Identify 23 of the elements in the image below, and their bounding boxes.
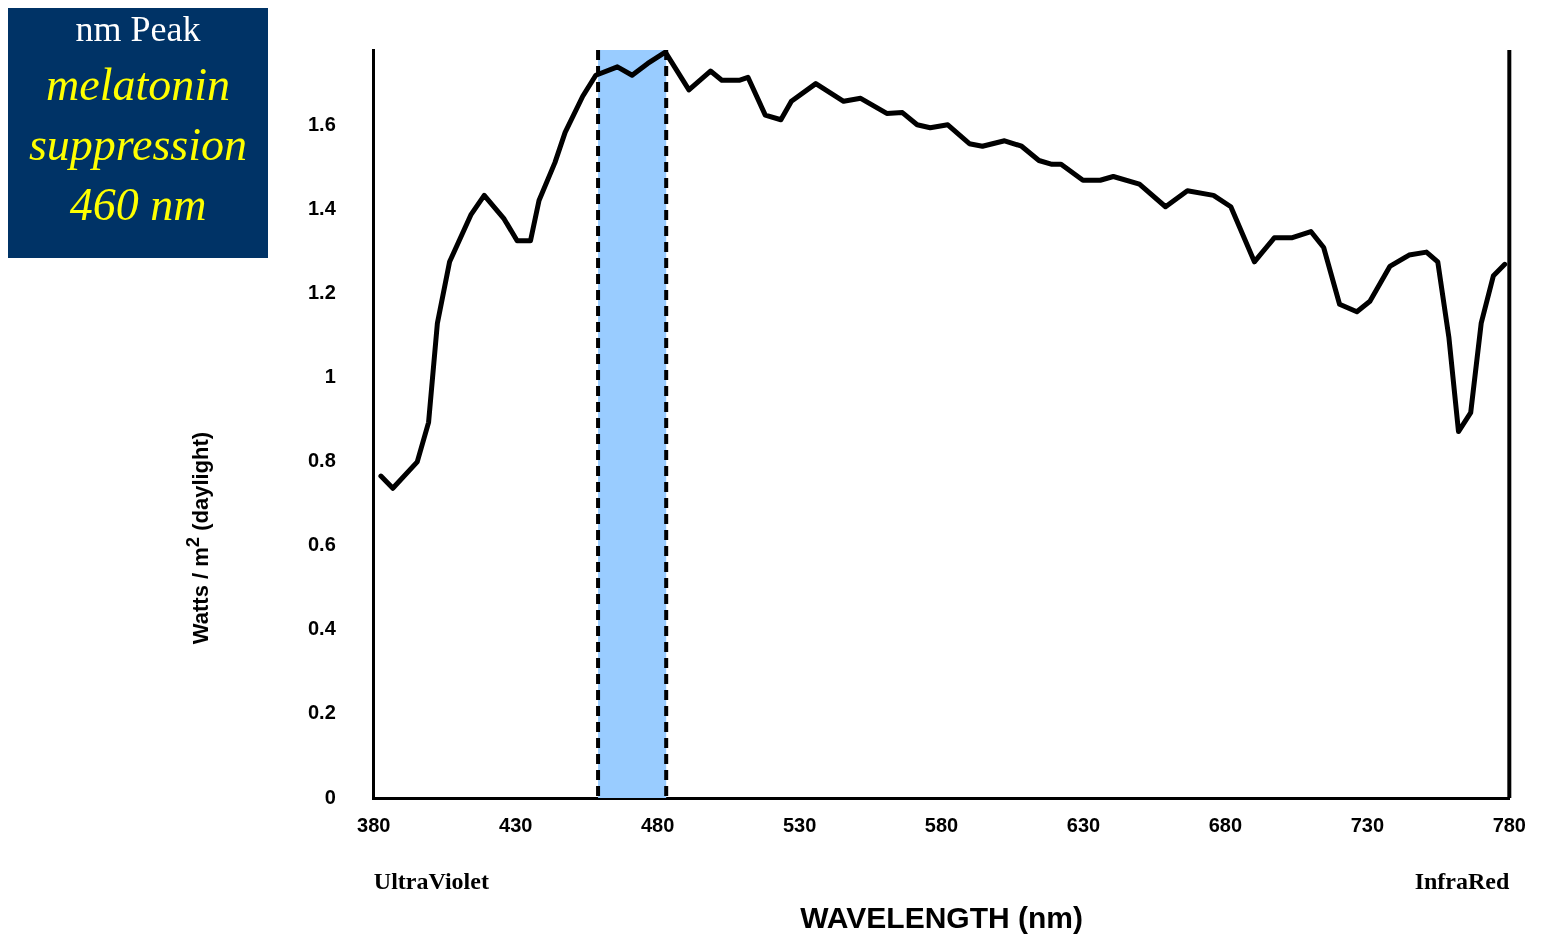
text: melatonin suppression 460 nm bbox=[28, 59, 248, 231]
y-tick-label: 1.6 bbox=[307, 113, 336, 136]
y-tick-label: 1.2 bbox=[307, 281, 336, 304]
x-tick-label: 530 bbox=[782, 813, 817, 836]
x-tick-label: 380 bbox=[357, 813, 391, 836]
x-tick-label: 780 bbox=[1492, 813, 1526, 836]
y-tick-label: 0.8 bbox=[307, 449, 336, 472]
x-tick-label: 580 bbox=[924, 813, 959, 836]
x-tick-label: 730 bbox=[1350, 813, 1385, 836]
y-tick-label: 1 bbox=[324, 365, 336, 388]
y-tick-label: 1.4 bbox=[307, 197, 337, 220]
y-tick-label: 0 bbox=[324, 785, 336, 808]
x-tick-label: 480 bbox=[640, 813, 675, 836]
y-tick-label: 0.6 bbox=[307, 533, 336, 556]
x-tick-label: 430 bbox=[499, 813, 533, 836]
text: InfraRed bbox=[1414, 868, 1510, 895]
y-tick-label: 0.2 bbox=[307, 701, 336, 724]
x-tick-label: 680 bbox=[1208, 813, 1243, 836]
text: nm Peak bbox=[75, 9, 201, 50]
y-tick-label: 0.4 bbox=[307, 617, 337, 640]
x-tick-label: 630 bbox=[1066, 813, 1101, 836]
x-axis-title: WAVELENGTH (nm) bbox=[800, 901, 1083, 935]
text: UltraViolet bbox=[373, 868, 489, 895]
